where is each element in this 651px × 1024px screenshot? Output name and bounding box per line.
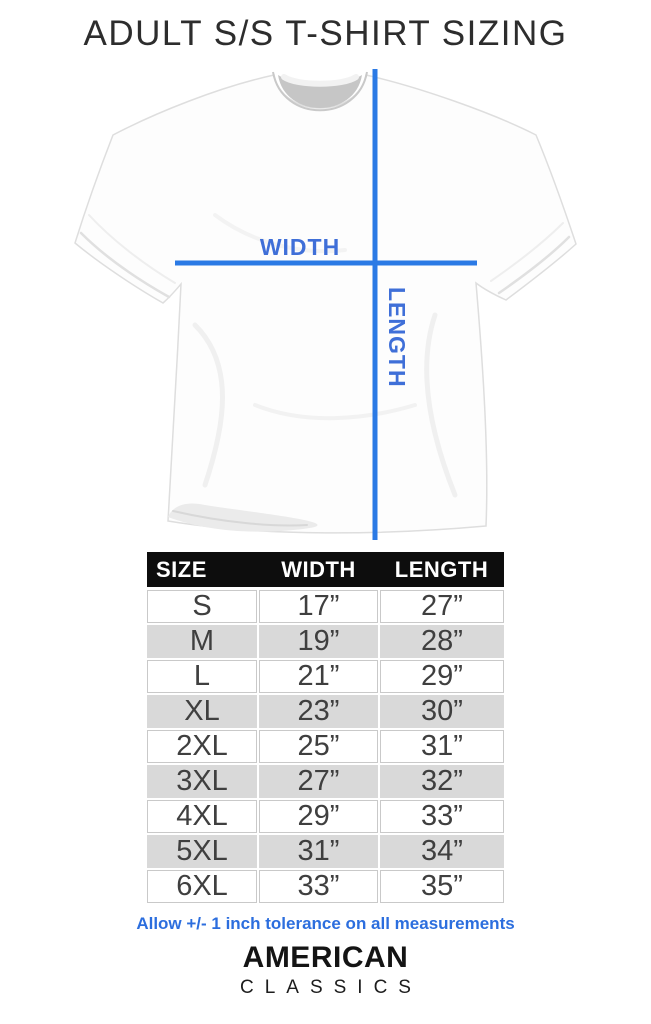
width-cell: 31” [257, 833, 380, 870]
length-cell: 32” [378, 763, 504, 800]
width-cell: 21” [257, 658, 380, 695]
table-row: XL 23” 30” [147, 693, 504, 730]
length-cell: 28” [378, 623, 504, 660]
tshirt-outline [74, 74, 577, 534]
length-cell: 29” [378, 658, 504, 695]
header-length: LENGTH [379, 552, 504, 590]
width-cell: 17” [257, 587, 380, 625]
width-cell: 23” [257, 693, 380, 730]
table-row: 6XL 33” 35” [147, 868, 504, 905]
width-cell: 25” [257, 728, 380, 765]
size-cell: 4XL [147, 798, 259, 835]
collar-shadow [278, 75, 362, 108]
table-row: 3XL 27” 32” [147, 763, 504, 800]
table-row: L 21” 29” [147, 658, 504, 695]
width-cell: 27” [257, 763, 380, 800]
tshirt-illustration [74, 69, 577, 540]
collar-back-tape [281, 74, 359, 87]
length-cell: 30” [378, 693, 504, 730]
length-cell: 34” [378, 833, 504, 870]
table-row: S 17” 27” [147, 587, 504, 625]
tolerance-note: Allow +/- 1 inch tolerance on all measur… [136, 914, 515, 933]
sizing-table: SIZE WIDTH LENGTH S 17” 27” M 19” 28” L … [147, 552, 504, 905]
brand-name-classics: CLASSICS [240, 977, 422, 998]
collar-band [272, 71, 368, 112]
length-measure-label: LENGTH [384, 287, 410, 388]
size-cell: XL [147, 693, 259, 730]
size-cell: 3XL [147, 763, 259, 800]
size-cell: L [147, 658, 259, 695]
size-cell: 2XL [147, 728, 259, 765]
header-width: WIDTH [258, 552, 379, 590]
shirt-shading [79, 213, 571, 532]
tshirt-diagram: WIDTH LENGTH [74, 69, 577, 540]
length-cell: 33” [378, 798, 504, 835]
brand-name-american: AMERICAN [242, 941, 409, 974]
size-cell: 6XL [147, 868, 259, 905]
table-row: 4XL 29” 33” [147, 798, 504, 835]
table-row: 2XL 25” 31” [147, 728, 504, 765]
width-measure-label: WIDTH [259, 234, 341, 260]
size-cell: M [147, 623, 259, 660]
length-cell: 35” [378, 868, 504, 905]
length-cell: 31” [378, 728, 504, 765]
brand-logo: AMERICAN CLASSICS [0, 941, 651, 999]
table-row: 5XL 31” 34” [147, 833, 504, 870]
header-size: SIZE [147, 552, 258, 590]
length-cell: 27” [378, 587, 504, 625]
width-cell: 19” [257, 623, 380, 660]
size-cell: 5XL [147, 833, 259, 870]
table-header-row: SIZE WIDTH LENGTH [147, 552, 504, 590]
width-cell: 33” [257, 868, 380, 905]
width-cell: 29” [257, 798, 380, 835]
page-title: ADULT S/S T-SHIRT SIZING [83, 14, 568, 53]
size-cell: S [147, 587, 259, 625]
table-row: M 19” 28” [147, 623, 504, 660]
